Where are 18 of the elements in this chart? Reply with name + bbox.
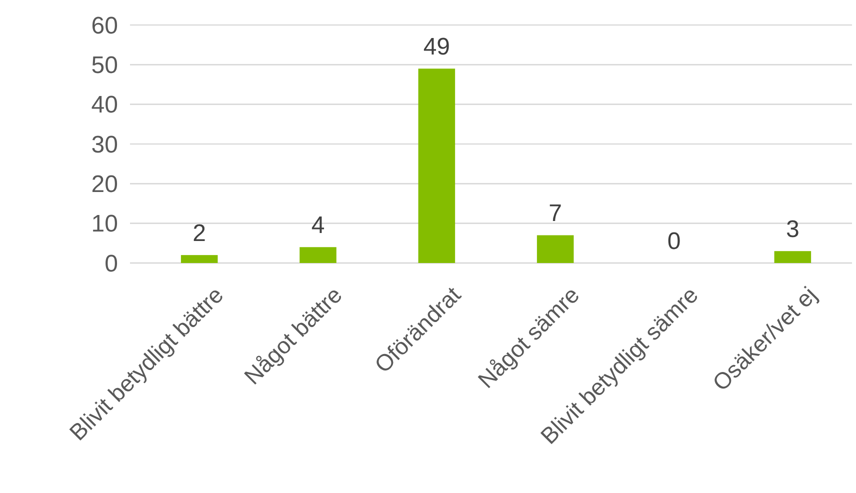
data-label: 0 xyxy=(667,228,681,255)
y-tick-label: 60 xyxy=(91,12,118,40)
y-tick-label: 20 xyxy=(91,171,118,198)
y-tick-label: 0 xyxy=(104,250,118,278)
bar xyxy=(300,247,336,263)
y-tick-label: 30 xyxy=(91,131,118,158)
data-label: 49 xyxy=(423,34,450,61)
data-label: 2 xyxy=(192,220,206,248)
bar xyxy=(180,255,218,263)
y-tick-label: 10 xyxy=(91,210,118,238)
y-tick-label: 50 xyxy=(91,52,118,80)
y-tick-label: 40 xyxy=(91,92,118,119)
data-label: 4 xyxy=(311,212,325,240)
bar xyxy=(774,251,812,263)
bar xyxy=(536,235,574,263)
data-label: 3 xyxy=(786,216,800,244)
bar xyxy=(418,68,456,263)
data-label: 7 xyxy=(548,200,562,228)
